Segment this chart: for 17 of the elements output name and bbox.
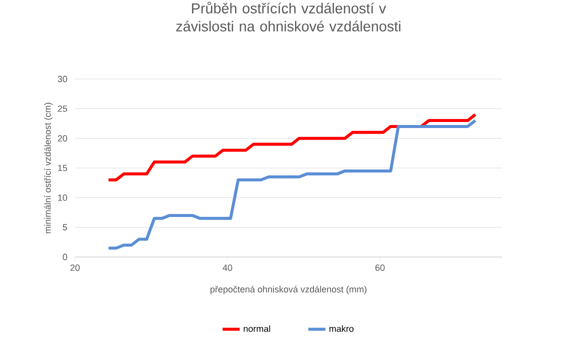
y-tick-label: 20: [58, 135, 68, 142]
y-tick-label: 25: [58, 105, 68, 112]
legend-label: makro: [329, 325, 354, 332]
y-tick-label: 5: [62, 224, 68, 230]
x-tick-label: 40: [222, 264, 232, 271]
y-tick-label: 0: [62, 254, 68, 260]
y-tick-label: 15: [58, 164, 68, 172]
legend-label: normal: [244, 325, 270, 332]
x-tick-label: 20: [70, 264, 80, 271]
y-tick-label: 30: [58, 76, 68, 82]
x-tick-label: 60: [375, 264, 385, 271]
y-tick-label: 10: [58, 194, 68, 201]
y-axis-title: minimální ostřící vzdálenost (cm): [44, 102, 53, 234]
x-axis-title: přepočtená ohnisková vzdálenost (mm): [210, 286, 366, 294]
line-series: [107, 113, 477, 182]
chart-title: Průběh ostřících vzdáleností v závislosti na ohniskové vzdálenosti: [176, 2, 400, 32]
line-series: [107, 119, 477, 250]
